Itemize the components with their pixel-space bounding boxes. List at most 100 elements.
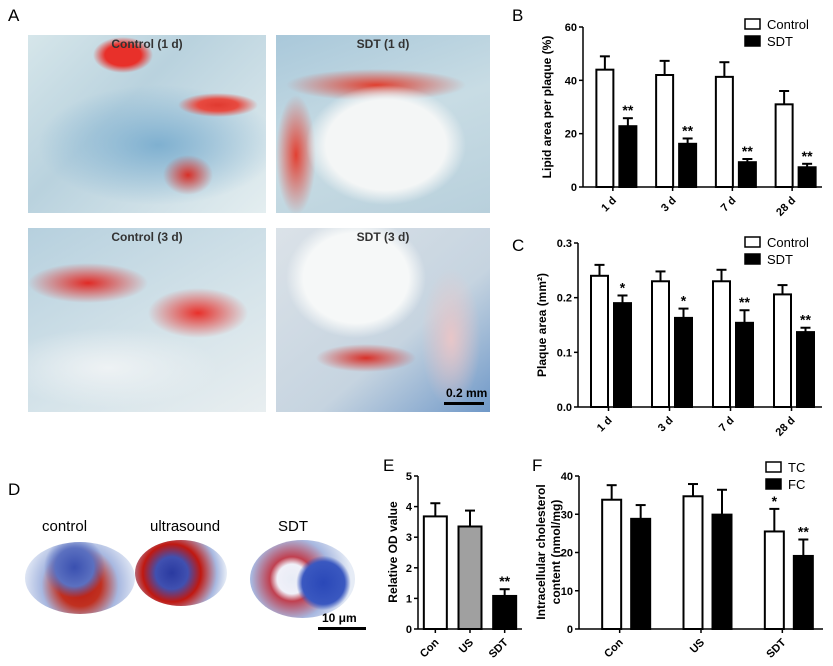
y-tick-label: 1 <box>406 593 412 605</box>
bar-control <box>714 75 734 188</box>
significance-marker: ** <box>802 148 813 164</box>
y-tick-label: 4 <box>406 502 413 514</box>
caption: Control (3 d) <box>111 230 183 244</box>
cell-ultrasound <box>135 540 227 606</box>
significance-marker: * <box>772 493 778 509</box>
y-tick-label: 0.2 <box>557 293 572 305</box>
significance-marker: * <box>681 293 687 309</box>
bar-fc <box>630 517 652 631</box>
bar-sdt <box>613 302 632 408</box>
panel-label-e: E <box>383 456 395 475</box>
bar-fc <box>711 513 733 631</box>
cell-control <box>25 542 135 614</box>
bar-relative-od <box>422 515 448 631</box>
y-tick-label: 60 <box>565 22 577 34</box>
scale-bar-label: 0.2 mm <box>446 386 488 400</box>
bar-control <box>773 293 792 408</box>
x-tick-label: Con <box>602 636 626 660</box>
y-tick-label: 40 <box>561 471 573 483</box>
x-tick-label: 1 d <box>595 415 615 435</box>
caption: SDT (1 d) <box>356 37 410 51</box>
x-tick-label: 7 d <box>717 415 737 435</box>
legend-label: SDT <box>767 34 793 49</box>
y-axis-label: Plaque area (mm²) <box>535 273 549 377</box>
panel-label-c: C <box>512 236 525 255</box>
y-axis-label: Lipid area per plaque (%) <box>540 36 554 179</box>
x-tick-label: 28 d <box>774 195 798 219</box>
panel-label-a: A <box>8 6 20 25</box>
bar-sdt <box>678 142 698 189</box>
panel-label-b: B <box>512 6 524 25</box>
x-tick-label: 1 d <box>599 195 619 215</box>
micrograph-sdt-3d: SDT (3 d) 0.2 mm <box>276 228 490 412</box>
scale-bar <box>444 402 484 405</box>
legend-label: FC <box>788 477 805 492</box>
legend-swatch <box>765 461 782 473</box>
caption-sdt: SDT <box>278 518 308 535</box>
scale-bar-label: 10 μm <box>322 611 357 625</box>
significance-marker: ** <box>499 573 510 589</box>
micrograph-sdt-1d: SDT (1 d) <box>276 35 490 213</box>
bar-control <box>774 103 794 188</box>
x-tick-label: 28 d <box>774 415 798 439</box>
significance-marker: ** <box>622 102 633 118</box>
y-tick-label: 40 <box>565 75 577 87</box>
bar-tc <box>763 530 785 631</box>
bar-fc <box>792 554 814 631</box>
legend-swatch <box>744 35 761 47</box>
significance-marker: * <box>620 279 626 295</box>
legend-swatch <box>744 253 761 265</box>
bar-sdt <box>737 161 757 188</box>
x-tick-label: 3 d <box>659 195 679 215</box>
x-tick-label: US <box>688 637 707 656</box>
bar-sdt <box>618 125 638 188</box>
legend-swatch <box>744 18 761 30</box>
x-tick-label: Con <box>418 636 442 660</box>
y-tick-label: 3 <box>406 532 412 544</box>
y-tick-label: 0 <box>406 624 412 636</box>
bar-tc <box>682 495 704 630</box>
bar-tc <box>601 498 623 630</box>
x-tick-label: SDT <box>764 636 788 660</box>
scale-bar <box>318 627 366 630</box>
bar-relative-od <box>457 525 483 630</box>
significance-marker: ** <box>798 523 809 539</box>
y-tick-label: 10 <box>561 586 573 598</box>
bar-control <box>712 280 731 408</box>
significance-marker: ** <box>682 122 693 138</box>
y-tick-label: 0.0 <box>557 402 572 414</box>
x-tick-label: SDT <box>487 636 511 660</box>
caption: Control (1 d) <box>111 37 183 51</box>
legend-label: Control <box>767 235 809 250</box>
y-tick-label: 2 <box>406 563 412 575</box>
micrograph-control-3d: Control (3 d) <box>28 228 266 412</box>
cell-sdt <box>250 540 355 618</box>
bar-relative-od <box>492 594 518 631</box>
y-tick-label: 0.3 <box>557 238 572 250</box>
y-tick-label: 20 <box>565 129 577 141</box>
panel-label-f: F <box>532 456 543 475</box>
bar-sdt <box>674 316 693 409</box>
caption-ultrasound: ultrasound <box>150 518 221 535</box>
legend-swatch <box>765 478 782 490</box>
bar-control <box>590 274 609 408</box>
x-tick-label: 3 d <box>656 415 676 435</box>
panel-label-d: D <box>8 480 21 499</box>
bar-sdt <box>797 166 817 188</box>
y-axis-label: Intracellular cholesterol <box>534 484 548 619</box>
legend-swatch <box>744 236 761 248</box>
y-axis-label: Relative OD value <box>386 501 400 603</box>
y-tick-label: 20 <box>561 548 573 560</box>
bar-sdt <box>735 321 754 408</box>
bar-control <box>651 280 670 408</box>
x-tick-label: 7 d <box>719 195 739 215</box>
y-tick-label: 30 <box>561 509 573 521</box>
x-tick-label: US <box>457 637 476 656</box>
significance-marker: ** <box>742 143 753 159</box>
caption: SDT (3 d) <box>356 230 410 244</box>
legend-label: Control <box>767 17 809 32</box>
y-tick-label: 5 <box>406 471 412 483</box>
legend-label: SDT <box>767 252 793 267</box>
